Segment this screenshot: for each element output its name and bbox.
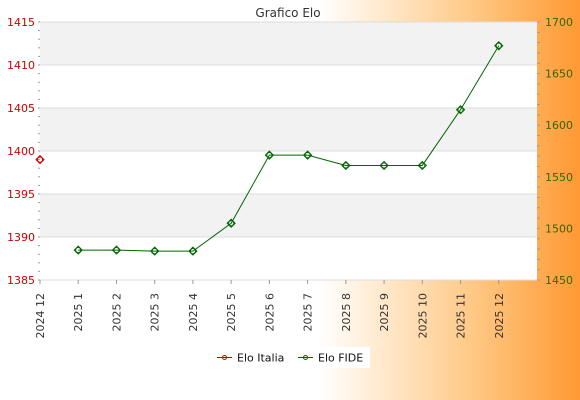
legend-marker-elo-italia — [222, 355, 227, 360]
data-point-ring-elo-fide — [304, 152, 311, 159]
data-point-ring-elo-italia — [36, 156, 44, 163]
x-axis-tick-label: 2025 8 — [340, 293, 353, 332]
x-axis-tick-label: 2025 11 — [455, 293, 468, 339]
legend-label-elo-fide: Elo FIDE — [318, 352, 363, 365]
data-point-ring-elo-fide — [228, 220, 235, 227]
left-axis-tick-label: 1390 — [7, 231, 35, 244]
x-axis-tick-label: 2025 1 — [72, 293, 85, 332]
series-line-elo-fide — [78, 45, 500, 252]
left-axis-tick-label: 1395 — [7, 188, 35, 201]
data-point-ring-elo-fide — [457, 106, 464, 113]
x-axis-tick-label: 2025 5 — [225, 293, 238, 332]
legend-box — [210, 347, 370, 368]
right-axis-tick-label: 1550 — [545, 171, 573, 184]
grid-band — [40, 194, 537, 237]
x-axis-tick-label: 2024 12 — [34, 293, 47, 339]
x-axis-tick-label: 2025 3 — [149, 293, 162, 332]
left-axis-tick-label: 1410 — [7, 59, 35, 72]
right-axis-tick-label: 1500 — [545, 222, 573, 235]
right-axis-tick-label: 1650 — [545, 68, 573, 81]
legend-marker-elo-fide — [303, 355, 308, 360]
data-point-ring-elo-fide — [151, 248, 158, 255]
right-axis-tick-label: 1450 — [545, 274, 573, 287]
data-point-ring-elo-fide — [75, 246, 82, 254]
legend-label-elo-italia: Elo Italia — [237, 352, 284, 365]
left-axis-tick-label: 1400 — [7, 145, 35, 158]
x-axis-tick-label: 2025 4 — [187, 293, 200, 332]
data-point-ring-elo-fide — [380, 162, 388, 169]
left-axis-tick-label: 1415 — [7, 16, 35, 29]
chart-title: Grafico Elo — [255, 6, 320, 20]
right-axis-tick-label: 1600 — [545, 119, 573, 132]
x-axis-tick-label: 2025 7 — [302, 293, 315, 332]
x-axis-tick-label: 2025 9 — [378, 293, 391, 332]
grid-band — [40, 108, 537, 151]
data-point-ring-elo-fide — [113, 246, 120, 254]
data-point-ring-elo-fide — [419, 162, 426, 169]
x-axis-tick-label: 2025 6 — [263, 293, 276, 332]
data-point-ring-elo-fide — [495, 42, 502, 49]
x-axis-tick-label: 2025 12 — [493, 293, 506, 339]
x-axis-tick-label: 2025 10 — [416, 293, 429, 339]
left-axis-tick-label: 1405 — [7, 102, 35, 115]
grid-band — [40, 22, 537, 65]
data-point-ring-elo-fide — [342, 162, 349, 169]
right-axis-tick-label: 1700 — [545, 16, 573, 29]
x-axis-tick-label: 2025 2 — [110, 293, 123, 332]
legend: Elo Italia Elo FIDE — [210, 347, 370, 368]
data-point-ring-elo-fide — [189, 248, 197, 255]
data-point-ring-elo-fide — [266, 152, 273, 159]
left-axis-tick-label: 1385 — [7, 274, 35, 287]
